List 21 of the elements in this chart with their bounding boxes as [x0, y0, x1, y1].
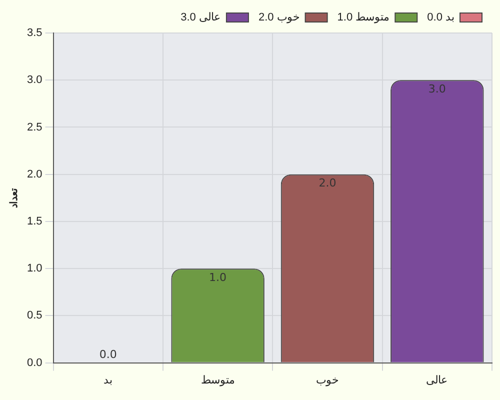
y-tick-label: 2.5: [26, 121, 42, 134]
x-tick-label: عالی: [426, 374, 448, 386]
y-tick-label: 1.0: [26, 262, 42, 275]
data-label: 2.0: [318, 176, 336, 190]
legend-label: متوسط 1.0: [337, 12, 390, 24]
x-tick-label: متوسط: [200, 374, 235, 386]
y-tick-label: 2.0: [26, 168, 42, 180]
y-tick-label: 0.5: [26, 310, 42, 322]
y-axis-title: تعداد: [8, 188, 20, 208]
data-label: 0.0: [99, 348, 117, 362]
data-label: 1.0: [209, 270, 227, 284]
data-label: 3.0: [428, 82, 446, 96]
y-tick-label: 0.0: [26, 356, 42, 369]
y-tick-label: 3.0: [26, 74, 42, 86]
legend-label: عالی 3.0: [180, 12, 221, 24]
x-tick-label: بد: [104, 374, 113, 386]
x-tick-label: خوب: [316, 374, 339, 386]
y-tick-label: 1.5: [26, 215, 42, 228]
legend-label: خوب 2.0: [258, 12, 300, 24]
y-tick-label: 3.5: [26, 27, 42, 40]
legend-label: بد 0.0: [427, 12, 454, 24]
